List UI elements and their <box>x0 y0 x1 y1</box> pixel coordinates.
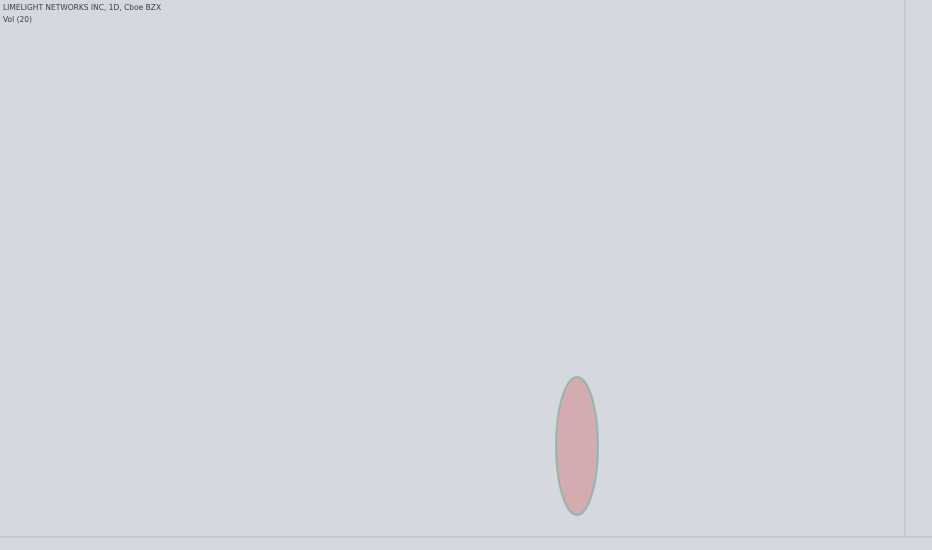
chart-title: LIMELIGHT NETWORKS INC, 1D, Cboe BZX <box>3 3 161 12</box>
highlight-ellipse <box>555 376 599 516</box>
chart-subtitle: Vol (20) <box>3 15 32 24</box>
